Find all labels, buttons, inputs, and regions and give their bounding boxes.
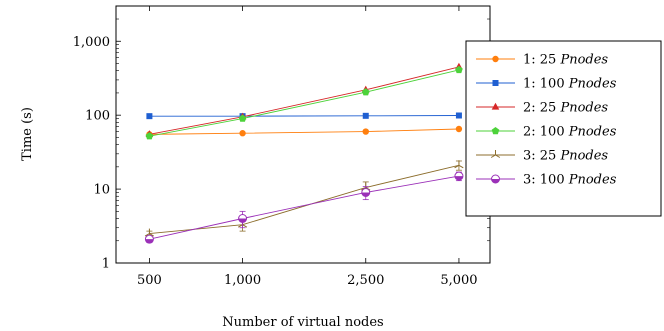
data-point-square <box>146 113 153 120</box>
legend-label-prefix: 1: 25 <box>523 53 560 68</box>
x-tick-label: 500 <box>137 273 162 288</box>
legend-box <box>465 40 662 217</box>
series-5 <box>144 160 464 237</box>
legend-label: 3: 100 Pnodes <box>523 173 617 188</box>
legend-entry: 2: 100 Pnodes <box>476 125 617 140</box>
data-point-circle <box>492 55 499 63</box>
series-line <box>149 66 460 135</box>
data-point-halfcircle-fill <box>454 176 463 181</box>
series-3 <box>145 62 463 137</box>
data-point-triangle <box>491 102 500 110</box>
y-axis-label: Time (s) <box>20 107 35 161</box>
series-6 <box>144 171 464 244</box>
data-point-star <box>495 154 501 158</box>
series-line <box>149 115 459 117</box>
legend-entry: 3: 25 Pnodes <box>476 149 608 164</box>
x-tick-label: 1,000 <box>224 273 261 288</box>
data-point-square <box>492 80 499 86</box>
legend-entry: 1: 25 Pnodes <box>476 53 608 68</box>
data-point-star <box>490 154 496 158</box>
legend-label-prefix: 3: 25 <box>523 149 560 164</box>
legend-entry: 3: 100 Pnodes <box>476 173 617 188</box>
y-tick-label: 1 <box>102 257 110 272</box>
legend-label: 3: 25 Pnodes <box>523 149 608 164</box>
legend-entry: 1: 100 Pnodes <box>476 77 617 92</box>
data-point-square <box>362 112 369 119</box>
data-point-star <box>237 224 243 228</box>
series-1 <box>146 125 463 138</box>
x-tick-label: 2,500 <box>347 273 384 288</box>
data-point-star <box>149 233 154 237</box>
series-layer <box>144 62 464 244</box>
legend-label-prefix: 1: 100 <box>523 77 569 92</box>
data-point-square <box>455 112 462 119</box>
legend-label-italic: Pnodes <box>559 101 608 116</box>
data-point-halfcircle-fill <box>491 179 500 183</box>
data-point-halfcircle-fill <box>145 239 154 244</box>
data-point-pentagon <box>145 132 154 140</box>
legend-label-prefix: 2: 25 <box>523 101 560 116</box>
legend-label-italic: Pnodes <box>559 149 608 164</box>
series-4 <box>145 65 463 140</box>
data-point-star <box>144 233 150 237</box>
series-line <box>149 164 460 235</box>
y-tick-label: 1,000 <box>73 35 110 50</box>
legend-label: 1: 100 Pnodes <box>523 77 617 92</box>
series-line <box>149 175 460 240</box>
legend-label-prefix: 3: 100 <box>523 173 569 188</box>
data-point-pentagon <box>361 88 370 96</box>
y-tick-labels: 1 10 100 1,000 <box>73 35 110 272</box>
legend-label-italic: Pnodes <box>568 125 617 140</box>
legend-label: 2: 25 Pnodes <box>523 101 608 116</box>
data-point-star <box>454 164 460 169</box>
x-axis-label: Number of virtual nodes <box>222 315 383 330</box>
data-point-pentagon <box>455 65 463 74</box>
data-point-halfcircle-fill <box>238 218 247 223</box>
legend-label: 1: 25 Pnodes <box>523 53 608 68</box>
y-tick-label: 100 <box>85 109 110 124</box>
data-point-pentagon <box>238 114 247 122</box>
data-point-star <box>242 224 248 228</box>
data-point-circle <box>455 125 463 133</box>
x-tick-labels: 500 1,000 2,500 5,000 <box>137 273 478 288</box>
legend-label-italic: Pnodes <box>559 53 608 68</box>
data-point-pentagon <box>491 127 500 135</box>
legend-label-prefix: 2: 100 <box>523 125 569 140</box>
data-point-circle <box>362 128 369 135</box>
series-2 <box>146 112 462 120</box>
legend-entry: 2: 25 Pnodes <box>476 101 608 116</box>
data-point-circle <box>239 130 246 137</box>
y-tick-label: 10 <box>93 183 110 198</box>
data-point-star <box>458 164 464 169</box>
data-point-halfcircle-fill <box>361 192 370 197</box>
legend-label-italic: Pnodes <box>568 173 617 188</box>
x-tick-label: 5,000 <box>440 273 477 288</box>
series-line <box>149 128 459 135</box>
legend-label: 2: 100 Pnodes <box>523 125 617 140</box>
series-line <box>149 69 460 137</box>
legend-label-italic: Pnodes <box>568 77 617 92</box>
